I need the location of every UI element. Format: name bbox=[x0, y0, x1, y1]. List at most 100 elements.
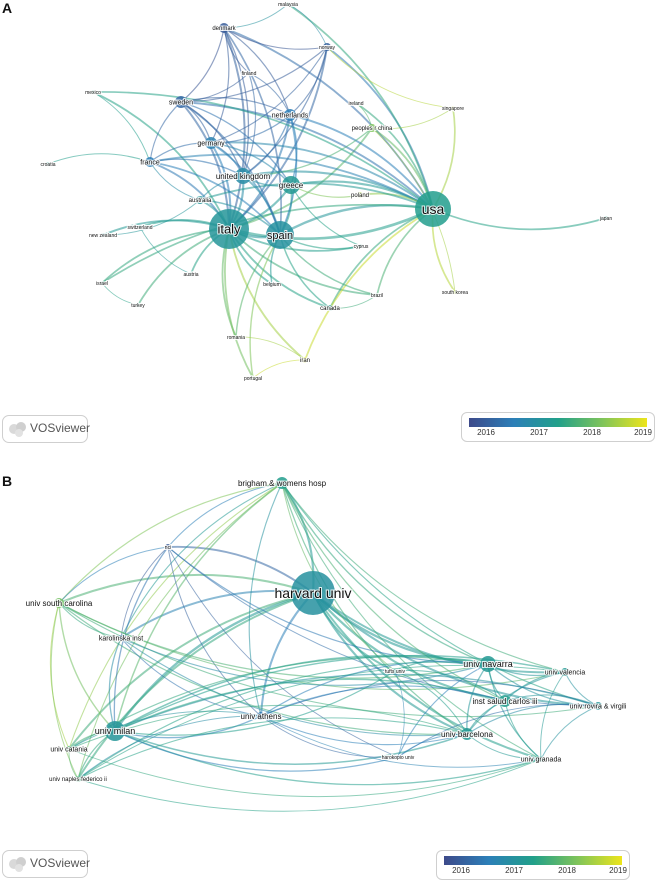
node-label-germany[interactable]: germany bbox=[196, 139, 226, 148]
node-label-uk[interactable]: united kingdom bbox=[215, 171, 272, 182]
node-brigham[interactable] bbox=[276, 477, 288, 489]
node-label-newzealand[interactable]: new zealand bbox=[88, 232, 118, 240]
node-label-turkey[interactable]: turkey bbox=[130, 302, 146, 310]
node-tufts[interactable] bbox=[393, 669, 397, 673]
node-israel[interactable] bbox=[100, 281, 104, 285]
node-label-barcelona[interactable]: univ barcelona bbox=[440, 729, 495, 740]
node-athens[interactable] bbox=[257, 712, 265, 720]
node-label-brazil[interactable]: brazil bbox=[370, 292, 384, 300]
node-label-japan[interactable]: japan bbox=[598, 215, 613, 223]
node-france[interactable] bbox=[145, 157, 155, 167]
node-norway[interactable] bbox=[323, 43, 331, 51]
node-nci[interactable] bbox=[165, 544, 171, 550]
node-karolinska[interactable] bbox=[118, 635, 124, 641]
node-finland[interactable] bbox=[247, 71, 251, 75]
node-label-rovira[interactable]: univ rovira & virgili bbox=[569, 702, 628, 711]
node-label-tufts[interactable]: tufts univ bbox=[384, 668, 407, 676]
node-portugal[interactable] bbox=[251, 376, 255, 380]
node-carlos[interactable] bbox=[499, 695, 511, 707]
node-label-italy[interactable]: italy bbox=[216, 221, 242, 238]
node-label-navarra[interactable]: univ navarra bbox=[462, 658, 514, 670]
node-rovira[interactable] bbox=[594, 702, 602, 710]
node-usa[interactable] bbox=[415, 191, 451, 227]
node-label-belgium[interactable]: belgium bbox=[262, 281, 282, 289]
node-label-karolinska[interactable]: karolinska inst bbox=[98, 634, 144, 643]
node-malaysia[interactable] bbox=[286, 2, 290, 6]
node-label-southcarolina[interactable]: univ south carolina bbox=[25, 598, 94, 609]
node-label-israel[interactable]: israel bbox=[95, 280, 109, 288]
node-label-portugal[interactable]: portugal bbox=[243, 375, 263, 383]
node-label-cyprus[interactable]: cyprus bbox=[353, 243, 370, 251]
node-barcelona[interactable] bbox=[461, 728, 473, 740]
node-label-china[interactable]: peoples r china bbox=[351, 125, 394, 133]
node-harvard[interactable] bbox=[291, 571, 335, 615]
node-sweden[interactable] bbox=[175, 96, 187, 108]
country-network-graph[interactable]: italy usa spain united kingdom greece germany… bbox=[0, 0, 659, 441]
node-label-singapore[interactable]: singapore bbox=[441, 105, 465, 113]
node-ireland[interactable] bbox=[354, 101, 358, 105]
node-label-france[interactable]: france bbox=[139, 158, 161, 167]
node-naples[interactable] bbox=[75, 776, 81, 782]
node-label-switzerland[interactable]: switzerland bbox=[126, 224, 153, 232]
node-uk[interactable] bbox=[235, 168, 251, 184]
node-china[interactable] bbox=[368, 124, 376, 132]
node-label-norway[interactable]: norway bbox=[318, 44, 337, 52]
node-belgium[interactable] bbox=[270, 282, 274, 286]
node-navarra[interactable] bbox=[480, 656, 496, 672]
node-label-southkorea[interactable]: south korea bbox=[441, 289, 469, 297]
node-iran[interactable] bbox=[302, 357, 308, 363]
node-label-nci[interactable]: nci bbox=[164, 544, 172, 552]
node-label-milan[interactable]: univ milan bbox=[94, 725, 137, 737]
node-label-usa[interactable]: usa bbox=[421, 200, 446, 218]
node-romania[interactable] bbox=[234, 335, 238, 339]
node-label-athens[interactable]: univ athens bbox=[240, 711, 283, 722]
node-label-valencia[interactable]: univ valencia bbox=[544, 668, 587, 677]
node-croatia[interactable] bbox=[46, 162, 50, 166]
node-netherlands[interactable] bbox=[284, 109, 296, 121]
node-label-netherlands[interactable]: netherlands bbox=[271, 111, 310, 120]
node-label-sweden[interactable]: sweden bbox=[168, 98, 194, 107]
node-austria[interactable] bbox=[189, 272, 193, 276]
node-label-naples[interactable]: univ naples federico ii bbox=[48, 776, 108, 784]
node-singapore[interactable] bbox=[451, 106, 455, 110]
node-poland[interactable] bbox=[357, 192, 363, 198]
node-milan[interactable] bbox=[105, 721, 125, 741]
node-label-ireland[interactable]: ireland bbox=[347, 100, 364, 108]
node-label-spain[interactable]: spain bbox=[266, 229, 294, 243]
node-label-harvard[interactable]: harvard univ bbox=[273, 584, 352, 602]
node-label-catania[interactable]: univ catania bbox=[49, 745, 88, 754]
node-spain[interactable] bbox=[266, 221, 294, 249]
node-label-harokopio[interactable]: harokopio univ bbox=[381, 754, 416, 762]
node-label-canada[interactable]: canada bbox=[319, 305, 341, 313]
node-denmark[interactable] bbox=[219, 23, 229, 33]
node-newzealand[interactable] bbox=[101, 233, 105, 237]
node-southkorea[interactable] bbox=[453, 290, 457, 294]
node-label-granada[interactable]: univ granada bbox=[520, 755, 563, 764]
node-turkey[interactable] bbox=[136, 303, 140, 307]
node-valencia[interactable] bbox=[561, 668, 569, 676]
node-italy[interactable] bbox=[209, 209, 249, 249]
node-label-finland[interactable]: finland bbox=[241, 70, 258, 78]
node-australia[interactable] bbox=[196, 196, 204, 204]
node-switzerland[interactable] bbox=[138, 225, 142, 229]
node-label-malaysia[interactable]: malaysia bbox=[277, 1, 299, 9]
node-label-iran[interactable]: iran bbox=[299, 357, 311, 365]
node-label-australia[interactable]: australia bbox=[188, 197, 213, 205]
node-mexico[interactable] bbox=[91, 90, 95, 94]
node-granada[interactable] bbox=[538, 756, 544, 762]
node-label-romania[interactable]: romania bbox=[226, 334, 246, 342]
node-harokopio[interactable] bbox=[396, 755, 400, 759]
node-greece[interactable] bbox=[282, 176, 300, 194]
node-cyprus[interactable] bbox=[359, 244, 363, 248]
node-label-poland[interactable]: poland bbox=[350, 192, 370, 200]
node-canada[interactable] bbox=[327, 305, 333, 311]
node-japan[interactable] bbox=[604, 216, 608, 220]
node-southcarolina[interactable] bbox=[54, 598, 64, 608]
node-label-brigham[interactable]: brigham & womens hosp bbox=[237, 478, 328, 489]
institution-network-graph[interactable]: harvard univ brigham & womens hosp nci univ… bbox=[0, 441, 659, 882]
node-label-mexico[interactable]: mexico bbox=[84, 89, 102, 97]
node-catania[interactable] bbox=[66, 746, 72, 752]
node-label-denmark[interactable]: denmark bbox=[211, 25, 237, 33]
node-brazil[interactable] bbox=[375, 293, 379, 297]
node-label-greece[interactable]: greece bbox=[278, 180, 305, 191]
